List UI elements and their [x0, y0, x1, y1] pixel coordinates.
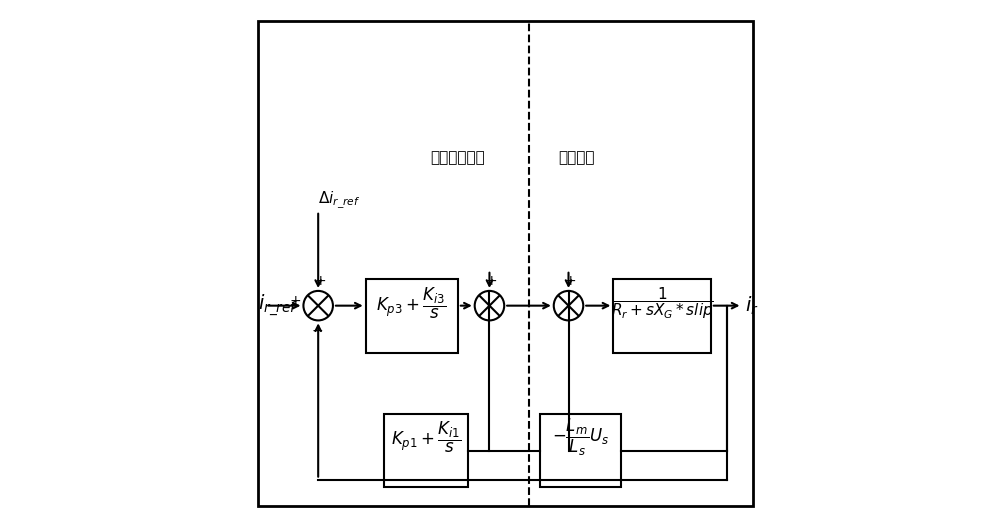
Circle shape	[475, 291, 504, 320]
Text: $\Delta i_{r\_ref}$: $\Delta i_{r\_ref}$	[318, 190, 360, 211]
Text: $-$: $-$	[311, 323, 323, 337]
Text: $-\dfrac{L_m}{L_s}U_s$: $-\dfrac{L_m}{L_s}U_s$	[552, 417, 609, 458]
Text: $i_r$: $i_r$	[745, 295, 759, 317]
Bar	[540, 414, 621, 487]
Text: $K_{p3}+\dfrac{K_{i3}}{s}$: $K_{p3}+\dfrac{K_{i3}}{s}$	[376, 286, 447, 320]
Text: 前馈补偿支路: 前馈补偿支路	[430, 151, 485, 165]
Circle shape	[554, 291, 583, 320]
Text: $+$: $+$	[564, 274, 576, 288]
Text: $\dfrac{1}{R_r+sX_G*slip}$: $\dfrac{1}{R_r+sX_G*slip}$	[611, 285, 714, 321]
Text: 固有支路: 固有支路	[558, 151, 595, 165]
Bar	[384, 414, 468, 487]
Bar	[613, 279, 711, 353]
Text: $+$: $+$	[314, 274, 326, 288]
Text: $+$: $+$	[485, 274, 497, 288]
Circle shape	[303, 291, 333, 320]
Text: $i_{r\_ref}$: $i_{r\_ref}$	[258, 293, 298, 318]
Text: $+$: $+$	[289, 294, 301, 308]
Bar	[366, 279, 458, 353]
Text: $K_{p1}+\dfrac{K_{i1}}{s}$: $K_{p1}+\dfrac{K_{i1}}{s}$	[391, 420, 462, 455]
